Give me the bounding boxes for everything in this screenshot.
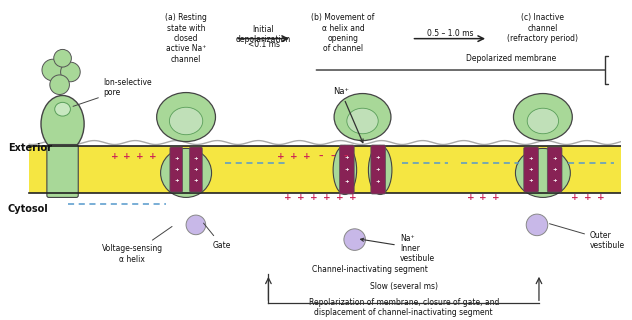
FancyBboxPatch shape bbox=[170, 147, 183, 192]
FancyBboxPatch shape bbox=[47, 145, 78, 197]
Ellipse shape bbox=[513, 93, 573, 140]
Ellipse shape bbox=[344, 229, 365, 250]
Ellipse shape bbox=[527, 108, 559, 134]
Text: (c) Inactive
channel
(refractory period): (c) Inactive channel (refractory period) bbox=[507, 13, 578, 43]
Bar bbox=[29, 147, 621, 193]
Ellipse shape bbox=[54, 49, 71, 67]
Ellipse shape bbox=[368, 146, 392, 195]
Text: +: + bbox=[174, 167, 179, 172]
Text: +: + bbox=[336, 193, 344, 202]
Ellipse shape bbox=[347, 108, 378, 134]
Ellipse shape bbox=[42, 59, 64, 81]
Text: +: + bbox=[284, 193, 292, 202]
Text: Slow (several ms): Slow (several ms) bbox=[370, 282, 438, 291]
Text: +: + bbox=[344, 156, 349, 161]
Text: –: – bbox=[344, 152, 348, 161]
Text: Na⁺: Na⁺ bbox=[333, 87, 363, 143]
Text: Initial
depolarization: Initial depolarization bbox=[236, 25, 291, 44]
Text: (a) Resting
state with
closed
active Na⁺
channel: (a) Resting state with closed active Na⁺… bbox=[165, 13, 207, 64]
Text: +: + bbox=[552, 156, 557, 162]
Ellipse shape bbox=[186, 215, 205, 235]
Ellipse shape bbox=[55, 102, 70, 116]
Text: +: + bbox=[552, 178, 557, 182]
Text: +: + bbox=[479, 193, 487, 202]
Ellipse shape bbox=[333, 146, 356, 195]
Text: +: + bbox=[344, 179, 349, 184]
Ellipse shape bbox=[41, 95, 84, 152]
Ellipse shape bbox=[157, 92, 216, 141]
Text: +: + bbox=[193, 156, 198, 162]
Text: +: + bbox=[552, 167, 557, 172]
Text: +: + bbox=[324, 193, 331, 202]
Ellipse shape bbox=[61, 62, 80, 82]
Text: Cytosol: Cytosol bbox=[8, 204, 49, 214]
Text: +: + bbox=[303, 152, 310, 161]
Ellipse shape bbox=[169, 107, 203, 135]
Text: +: + bbox=[529, 167, 533, 172]
Text: (b) Movement of
α helix and
opening
of channel: (b) Movement of α helix and opening of c… bbox=[311, 13, 375, 53]
Text: +: + bbox=[597, 193, 605, 202]
Text: –: – bbox=[318, 152, 322, 161]
Ellipse shape bbox=[334, 93, 391, 140]
Text: <0.1 ms: <0.1 ms bbox=[248, 40, 279, 49]
Ellipse shape bbox=[161, 148, 212, 197]
Text: +: + bbox=[529, 156, 533, 162]
Text: +: + bbox=[376, 156, 380, 161]
FancyBboxPatch shape bbox=[524, 147, 538, 192]
Text: Repolarization of membrane, closure of gate, and
displacement of channel-inactiv: Repolarization of membrane, closure of g… bbox=[308, 298, 499, 317]
Text: +: + bbox=[529, 178, 533, 182]
Text: +: + bbox=[310, 193, 317, 202]
Text: +: + bbox=[174, 178, 179, 182]
Text: +: + bbox=[111, 152, 118, 161]
Text: +: + bbox=[149, 152, 157, 161]
Text: +: + bbox=[174, 156, 179, 162]
FancyBboxPatch shape bbox=[547, 147, 562, 192]
Text: +: + bbox=[376, 179, 380, 184]
Text: +: + bbox=[123, 152, 131, 161]
Text: +: + bbox=[492, 193, 500, 202]
Text: +: + bbox=[344, 167, 349, 172]
Text: +: + bbox=[297, 193, 305, 202]
Text: +: + bbox=[376, 167, 380, 172]
Text: Channel-inactivating segment: Channel-inactivating segment bbox=[312, 266, 428, 275]
Text: +: + bbox=[571, 193, 579, 202]
Text: Gate: Gate bbox=[204, 223, 231, 250]
FancyBboxPatch shape bbox=[190, 147, 202, 192]
Text: +: + bbox=[290, 152, 298, 161]
Text: Na⁺
Inner
vestibule: Na⁺ Inner vestibule bbox=[361, 234, 435, 263]
Text: +: + bbox=[466, 193, 474, 202]
Text: +: + bbox=[584, 193, 592, 202]
Text: +: + bbox=[136, 152, 144, 161]
Text: Outer
vestibule: Outer vestibule bbox=[549, 224, 625, 250]
Ellipse shape bbox=[50, 75, 70, 94]
Text: +: + bbox=[193, 178, 198, 182]
Text: +: + bbox=[349, 193, 356, 202]
Text: Ion-selective
pore: Ion-selective pore bbox=[73, 78, 152, 106]
Ellipse shape bbox=[526, 214, 548, 236]
Text: –: – bbox=[331, 152, 336, 161]
Ellipse shape bbox=[516, 148, 570, 197]
Text: 0.5 – 1.0 ms: 0.5 – 1.0 ms bbox=[427, 29, 473, 38]
Text: +: + bbox=[277, 152, 285, 161]
Text: +: + bbox=[193, 167, 198, 172]
FancyBboxPatch shape bbox=[339, 145, 354, 194]
Text: Depolarized membrane: Depolarized membrane bbox=[466, 54, 557, 63]
Text: Voltage-sensing
α helix: Voltage-sensing α helix bbox=[102, 227, 172, 264]
Text: Exterior: Exterior bbox=[8, 143, 52, 153]
FancyBboxPatch shape bbox=[371, 145, 386, 194]
